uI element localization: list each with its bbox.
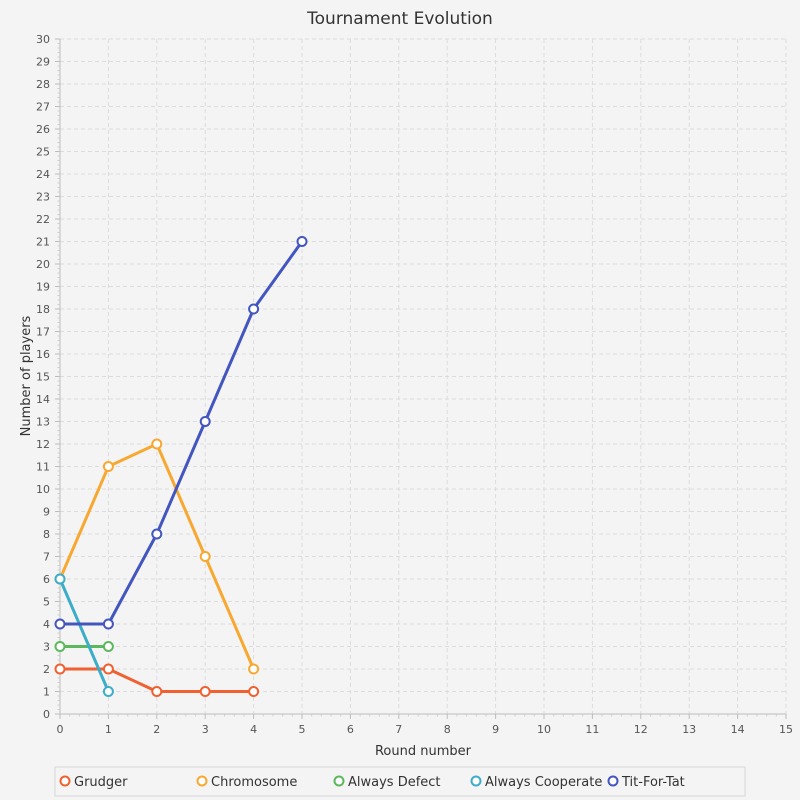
- data-point-tit-for-tat: [199, 416, 211, 427]
- x-tick-label: 14: [731, 723, 745, 736]
- legend-label: Grudger: [74, 775, 128, 790]
- legend-item-always-defect: Always Defect: [333, 775, 441, 790]
- legend-item-chromosome: Chromosome: [196, 775, 297, 790]
- y-tick-label: 17: [36, 326, 50, 339]
- x-tick-label: 4: [250, 723, 257, 736]
- y-tick-label: 22: [36, 213, 50, 226]
- x-axis-label: Round number: [375, 744, 472, 759]
- legend-item-grudger: Grudger: [59, 775, 128, 790]
- y-tick-label: 24: [36, 168, 50, 181]
- y-tick-label: 25: [36, 146, 50, 159]
- y-tick-label: 12: [36, 438, 50, 451]
- data-point-chromosome: [102, 461, 114, 472]
- x-tick-label: 2: [153, 723, 160, 736]
- legend-item-tit-for-tat: Tit-For-Tat: [607, 775, 685, 790]
- legend-label: Always Cooperate: [485, 775, 602, 790]
- y-tick-label: 10: [36, 483, 50, 496]
- y-tick-label: 6: [43, 573, 50, 586]
- data-point-tit-for-tat: [296, 236, 308, 247]
- data-point-tit-for-tat: [151, 528, 163, 540]
- y-tick-label: 3: [43, 641, 50, 654]
- data-point-always-cooperate: [102, 686, 114, 697]
- y-tick-label: 23: [36, 191, 50, 204]
- x-tick-label: 7: [395, 723, 402, 736]
- y-axis-label: Number of players: [19, 315, 34, 436]
- data-point-tit-for-tat: [54, 618, 66, 630]
- y-tick-label: 16: [36, 348, 50, 361]
- x-tick-label: 5: [299, 723, 306, 736]
- y-tick-label: 18: [36, 303, 50, 316]
- series-grudger: [54, 663, 260, 697]
- y-tick-label: 2: [43, 663, 50, 676]
- x-tick-label: 6: [347, 723, 354, 736]
- x-tick-label: 11: [585, 723, 599, 736]
- y-tick-label: 8: [43, 528, 50, 541]
- data-point-tit-for-tat: [102, 618, 114, 630]
- series-chromosome: [54, 438, 260, 675]
- data-point-always-defect: [54, 641, 66, 652]
- legend-marker-always-defect: [333, 775, 345, 787]
- x-tick-label: 15: [779, 723, 793, 736]
- x-tick-label: 10: [537, 723, 551, 736]
- y-tick-label: 11: [36, 461, 50, 474]
- data-point-always-cooperate: [54, 573, 66, 585]
- legend-item-always-cooperate: Always Cooperate: [470, 775, 602, 790]
- y-tick-label: 26: [36, 123, 50, 136]
- legend-marker-tit-for-tat: [607, 775, 619, 787]
- y-tick-label: 20: [36, 258, 50, 271]
- y-tick-label: 29: [36, 56, 50, 69]
- series-group: [54, 236, 308, 697]
- series-tit-for-tat: [54, 236, 308, 630]
- legend-marker-grudger: [59, 775, 71, 787]
- y-tick-label: 21: [36, 236, 50, 249]
- data-point-chromosome: [199, 551, 211, 562]
- data-point-grudger: [248, 686, 260, 697]
- x-tick-label: 0: [57, 723, 64, 736]
- legend-label: Tit-For-Tat: [621, 775, 685, 790]
- x-tick-label: 1: [105, 723, 112, 736]
- x-tick-label: 9: [492, 723, 499, 736]
- series-line-tit-for-tat: [58, 240, 304, 626]
- legend-marker-always-cooperate: [470, 775, 482, 787]
- legend-box: [54, 766, 746, 797]
- x-tick-label: 13: [682, 723, 696, 736]
- data-point-grudger: [151, 686, 163, 697]
- y-tick-label: 9: [43, 506, 50, 519]
- grid-lines: [60, 38, 787, 714]
- y-tick-label: 14: [36, 393, 50, 406]
- y-tick-label: 7: [43, 551, 50, 564]
- y-tick-label: 4: [43, 618, 50, 631]
- y-tick-label: 27: [36, 101, 50, 114]
- y-tick-label: 28: [36, 78, 50, 91]
- y-axis-ticks: 0123456789101112131415161718192021222324…: [36, 33, 60, 721]
- data-point-tit-for-tat: [248, 303, 260, 315]
- data-point-chromosome: [151, 438, 163, 450]
- x-tick-label: 3: [202, 723, 209, 736]
- data-point-grudger: [54, 663, 66, 675]
- legend-marker-chromosome: [196, 775, 208, 787]
- y-tick-label: 5: [43, 596, 50, 609]
- legend: Grudger Chromosome Always Defect Always Coo…: [54, 766, 746, 797]
- y-tick-label: 19: [36, 281, 50, 294]
- legend-label: Always Defect: [348, 775, 441, 790]
- x-axis-ticks: 0 1 2 3 4 5 6 7 8 9 10 11 12 13 14 15: [57, 714, 793, 736]
- x-tick-label: 8: [444, 723, 451, 736]
- series-line-always-cooperate: [58, 577, 110, 693]
- data-point-chromosome: [248, 663, 260, 675]
- y-tick-label: 30: [36, 33, 50, 46]
- data-point-always-defect: [102, 641, 114, 652]
- data-point-grudger: [102, 663, 114, 675]
- legend-label: Chromosome: [211, 775, 297, 790]
- y-tick-label: 0: [43, 708, 50, 721]
- data-point-grudger: [199, 686, 211, 697]
- y-tick-label: 1: [43, 686, 50, 699]
- chart-title: Tournament Evolution: [306, 9, 493, 29]
- series-always-cooperate: [54, 573, 114, 697]
- series-always-defect: [54, 641, 114, 652]
- y-tick-label: 15: [36, 371, 50, 384]
- x-tick-label: 12: [634, 723, 648, 736]
- y-tick-label: 13: [36, 416, 50, 429]
